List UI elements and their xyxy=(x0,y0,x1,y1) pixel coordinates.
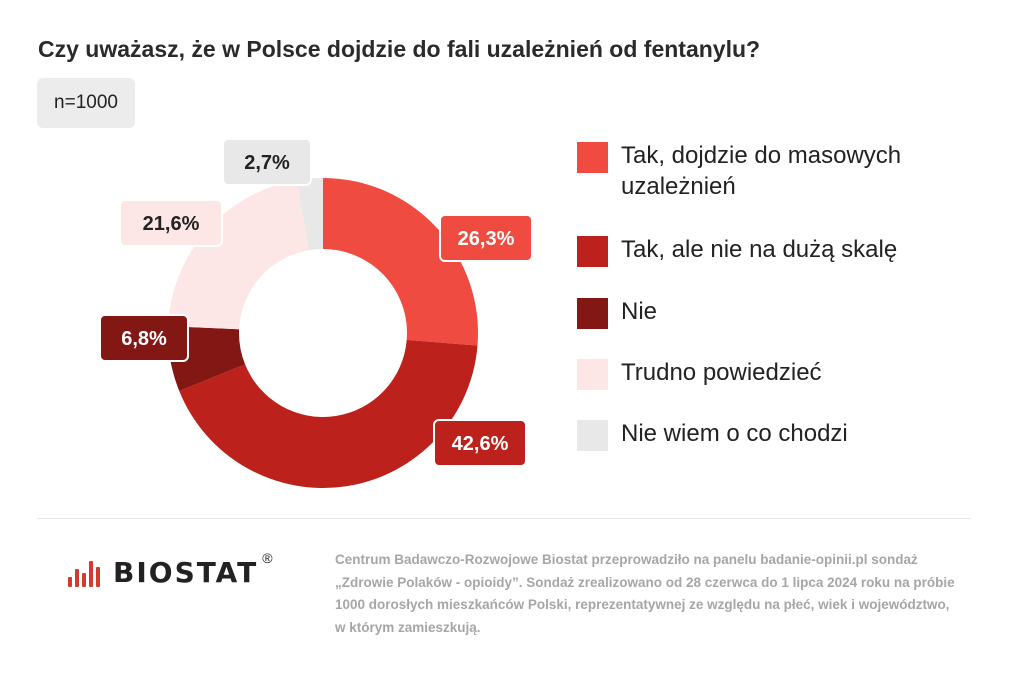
registered-mark: ® xyxy=(262,550,273,566)
legend-swatch-nie-duza-skala xyxy=(577,236,608,267)
biostat-logo: BIOSTAT ® xyxy=(68,550,273,589)
donut-slice-trudno xyxy=(168,180,309,330)
legend-label-nie-duza-skala: Tak, ale nie na dużą skalę xyxy=(621,236,898,263)
chart-title: Czy uważasz, że w Polsce dojdzie do fali… xyxy=(38,36,761,62)
data-label-box-nie xyxy=(99,314,189,362)
legend-label-nie: Nie xyxy=(621,298,658,325)
data-label-box-masowe xyxy=(439,214,533,262)
legend-item-masowe: Tak, dojdzie do masowych uzależnień xyxy=(577,140,951,202)
legend-swatch-trudno xyxy=(577,359,608,390)
data-label-masowe: 26,3% xyxy=(458,228,515,250)
donut-slice-nie-wiem xyxy=(296,178,323,251)
sample-size-badge: n=1000 xyxy=(37,78,135,128)
legend-swatch-nie-wiem xyxy=(577,420,608,451)
survey-footnote: Centrum Badawczo-Rozwojowe Biostat przep… xyxy=(335,549,975,639)
data-label-box-trudno xyxy=(119,199,223,247)
legend-swatch-masowe xyxy=(577,142,608,173)
legend-item-trudno: Trudno powiedzieć xyxy=(577,357,951,390)
legend-item-nie: Nie xyxy=(577,296,951,329)
legend-label-masowe: Tak, dojdzie do masowych uzależnień xyxy=(621,142,902,200)
data-label-trudno: 21,6% xyxy=(143,213,200,235)
legend-item-nie-wiem: Nie wiem o co chodzi xyxy=(577,418,951,451)
data-label-nie-wiem: 2,7% xyxy=(244,152,290,174)
legend-label-nie-wiem: Nie wiem o co chodzi xyxy=(621,420,848,447)
footnote-line: w którym zamieszkują. xyxy=(335,619,481,635)
logo-text: BIOSTAT xyxy=(113,556,259,589)
data-label-nie: 6,8% xyxy=(121,328,167,350)
data-label-box-nie-duza-skala xyxy=(433,419,527,467)
donut-slice-nie-duza-skala xyxy=(179,339,478,489)
footnote-line: 1000 dorosłych mieszkańców Polski, repre… xyxy=(335,597,950,612)
footnote-line: Centrum Badawczo-Rozwojowe Biostat przep… xyxy=(335,552,918,567)
footnote-line: „Zdrowie Polaków - opioidy”. Sondaż zrea… xyxy=(335,574,955,590)
legend-item-nie-duza-skala: Tak, ale nie na dużą skalę xyxy=(577,234,951,267)
footer-divider xyxy=(38,518,970,519)
data-label-nie-duza-skala: 42,6% xyxy=(452,433,509,455)
data-label-box-nie-wiem xyxy=(222,138,312,186)
donut-slice-masowe xyxy=(323,178,478,346)
legend-swatch-nie xyxy=(577,298,608,329)
legend-label-trudno: Trudno powiedzieć xyxy=(621,359,822,386)
bars-icon xyxy=(68,559,103,587)
